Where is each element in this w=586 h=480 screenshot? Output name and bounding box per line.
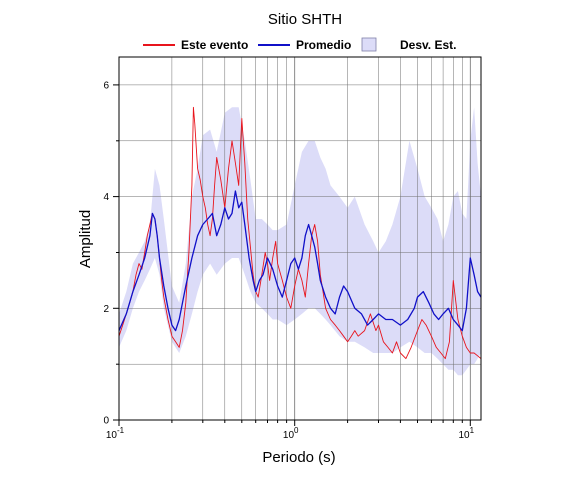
x-tick-label: 100 xyxy=(283,426,299,441)
plot-frame xyxy=(118,56,482,421)
legend-label-promedio: Promedio xyxy=(296,38,351,52)
x-tick-label-exponent: 1 xyxy=(470,426,475,435)
y-tick-label: 0 xyxy=(103,416,109,427)
y-axis-label: Amplitud xyxy=(77,210,94,268)
series-line-promedio xyxy=(118,190,482,332)
x-tick-label-exponent: -1 xyxy=(117,426,125,435)
grid-layer xyxy=(119,57,481,420)
y-tick-label: 4 xyxy=(103,192,109,203)
y-tick-label: 6 xyxy=(103,80,109,91)
x-tick-label-base: 10 xyxy=(283,430,295,441)
x-tick-label-exponent: 0 xyxy=(294,426,299,435)
x-axis-label: Periodo (s) xyxy=(262,449,335,466)
x-tick-label-base: 10 xyxy=(459,430,471,441)
chart-title: Sitio SHTH xyxy=(268,11,342,28)
x-tick-label-base: 10 xyxy=(106,430,118,441)
x-axis-ticks: 10-1 100 101 xyxy=(106,420,475,441)
legend-label-desv-est: Desv. Est. xyxy=(400,38,456,52)
y-tick-label: 2 xyxy=(103,304,109,315)
series-layer xyxy=(118,106,482,360)
y-axis-ticks: 0 2 4 6 xyxy=(103,80,119,427)
legend-swatch-desv-est xyxy=(361,37,377,52)
legend-label-este-evento: Este evento xyxy=(181,38,248,52)
x-tick-label: 101 xyxy=(459,426,475,441)
x-tick-label: 10-1 xyxy=(106,426,125,441)
series-line-este-evento xyxy=(118,106,482,360)
legend: Este evento Promedio Desv. Est. xyxy=(143,37,456,52)
